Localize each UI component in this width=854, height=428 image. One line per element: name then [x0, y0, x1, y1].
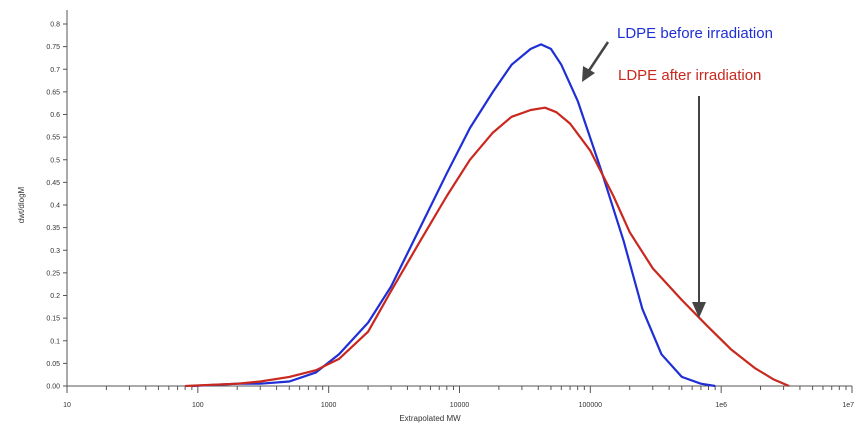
y-tick-label: 0.05 — [46, 361, 60, 368]
y-tick-label: 0.2 — [50, 293, 60, 300]
y-tick-label: 0.55 — [46, 135, 60, 142]
x-tick-label: 1000 — [321, 402, 337, 409]
x-tick-label: 10000 — [450, 402, 470, 409]
series-group — [185, 43, 790, 388]
series-line-0 — [191, 43, 716, 388]
y-tick-label: 0.3 — [50, 248, 60, 255]
y-tick-label: 0.45 — [46, 180, 60, 187]
y-tick-label: 0.5 — [50, 157, 60, 164]
x-tick-label: 10 — [63, 402, 71, 409]
y-tick-label: 0.65 — [46, 89, 60, 96]
x-tick-label: 100000 — [579, 402, 602, 409]
y-tick-label: 0.8 — [50, 22, 60, 29]
y-axis-title: dwt/dlogM — [17, 186, 26, 223]
x-tick-label: 1e7 — [842, 402, 854, 409]
y-tick-label: 0.4 — [50, 203, 60, 210]
annotation-before-irradiation: LDPE before irradiation — [617, 25, 773, 42]
y-tick-label: 0.00 — [46, 384, 60, 391]
series-line-1 — [185, 106, 790, 388]
y-tick-label: 0.6 — [50, 112, 60, 119]
y-tick-label: 0.35 — [46, 225, 60, 232]
x-ticks: 10 100 1000 10000 100000 1e6 1e7 — [63, 386, 854, 409]
annotation-arrow-after — [692, 96, 706, 318]
y-tick-label: 0.25 — [46, 270, 60, 277]
y-ticks: 0.00 0.05 0.1 0.15 0.2 0.25 0.3 0.35 0.4 0.45 0.5 0… — [46, 22, 67, 391]
annotation-after-irradiation: LDPE after irradiation — [618, 67, 761, 84]
y-tick-label: 0.15 — [46, 316, 60, 323]
annotation-arrow-before — [582, 41, 610, 82]
x-tick-label: 1e6 — [715, 402, 727, 409]
y-tick-label: 0.1 — [50, 338, 60, 345]
y-tick-label: 0.75 — [46, 44, 60, 51]
x-tick-label: 100 — [192, 402, 204, 409]
y-tick-label: 0.7 — [50, 67, 60, 74]
x-axis-title: Extrapolated MW — [399, 414, 461, 423]
